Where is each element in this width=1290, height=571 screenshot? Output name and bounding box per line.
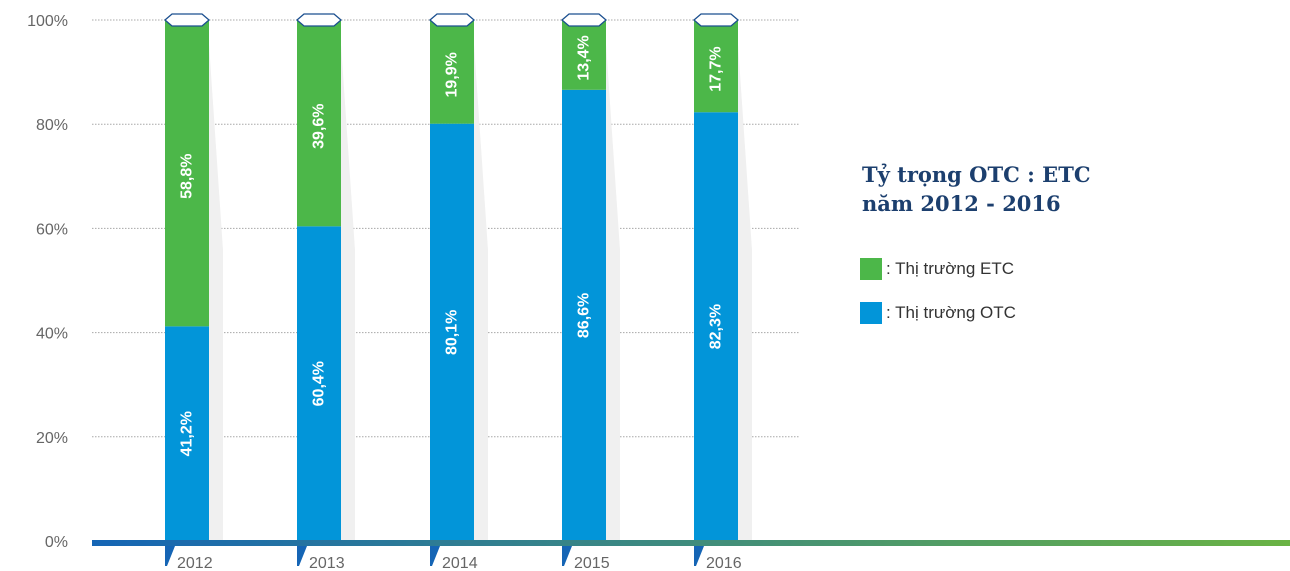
y-tick-label: 0% [45, 534, 68, 551]
x-tick-marker [297, 546, 307, 566]
bar-etc [430, 20, 474, 124]
x-tick-marker [165, 546, 175, 566]
bar-shadow [738, 44, 752, 541]
bar-cap [296, 13, 342, 27]
y-tick-label: 80% [36, 117, 68, 134]
bar-shadow [606, 44, 620, 541]
y-tick-label: 20% [36, 430, 68, 447]
bar-shadow [474, 44, 488, 541]
data-label-etc: 58,8% [179, 153, 196, 198]
legend-item-etc: : Thị trường ETC [860, 257, 1014, 281]
bar-shadow [341, 44, 355, 541]
legend-swatch-etc [860, 258, 882, 280]
chart-title: Tỷ trọng OTC : ETC năm 2012 - 2016 [862, 160, 1091, 218]
x-tick-label: 2015 [574, 555, 610, 571]
bar-etc [694, 20, 738, 113]
bar-cap [164, 13, 210, 27]
legend-swatch-otc [860, 302, 882, 324]
bar-etc [562, 20, 606, 90]
data-label-otc: 82,3% [708, 304, 725, 349]
bar-otc [430, 123, 474, 541]
y-tick-label: 40% [36, 326, 68, 343]
x-axis-line [92, 540, 1290, 546]
legend-label-etc: : Thị trường ETC [886, 259, 1015, 278]
bar-etc [297, 20, 341, 227]
data-label-otc: 80,1% [444, 310, 461, 355]
legend-label-otc: : Thị trường OTC [886, 303, 1016, 322]
y-tick-label: 100% [27, 13, 68, 30]
x-tick-marker [562, 546, 572, 566]
bar-cap [429, 13, 475, 27]
bar-cap [561, 13, 607, 27]
data-label-otc: 60,4% [311, 361, 328, 406]
bar-otc [694, 112, 738, 541]
bar-otc [562, 89, 606, 542]
data-label-otc: 41,2% [179, 411, 196, 456]
data-label-etc: 19,9% [444, 52, 461, 97]
data-label-etc: 17,7% [708, 46, 725, 91]
bar-cap [693, 13, 739, 27]
data-label-etc: 13,4% [576, 35, 593, 80]
x-tick-label: 2013 [309, 555, 345, 571]
x-tick-label: 2016 [706, 555, 742, 571]
bar-otc [165, 326, 209, 541]
bar-etc [165, 20, 209, 327]
data-label-otc: 86,6% [576, 293, 593, 338]
x-tick-label: 2012 [177, 555, 213, 571]
x-tick-marker [694, 546, 704, 566]
chart-title-line2: năm 2012 - 2016 [862, 191, 1061, 216]
x-tick-label: 2014 [442, 555, 478, 571]
legend-item-otc: : Thị trường OTC [860, 301, 1016, 325]
chart-title-line1: Tỷ trọng OTC : ETC [862, 162, 1091, 187]
data-label-etc: 39,6% [311, 103, 328, 148]
bar-otc [297, 226, 341, 542]
bar-shadow [209, 44, 223, 541]
y-tick-label: 60% [36, 221, 68, 238]
x-tick-marker [430, 546, 440, 566]
